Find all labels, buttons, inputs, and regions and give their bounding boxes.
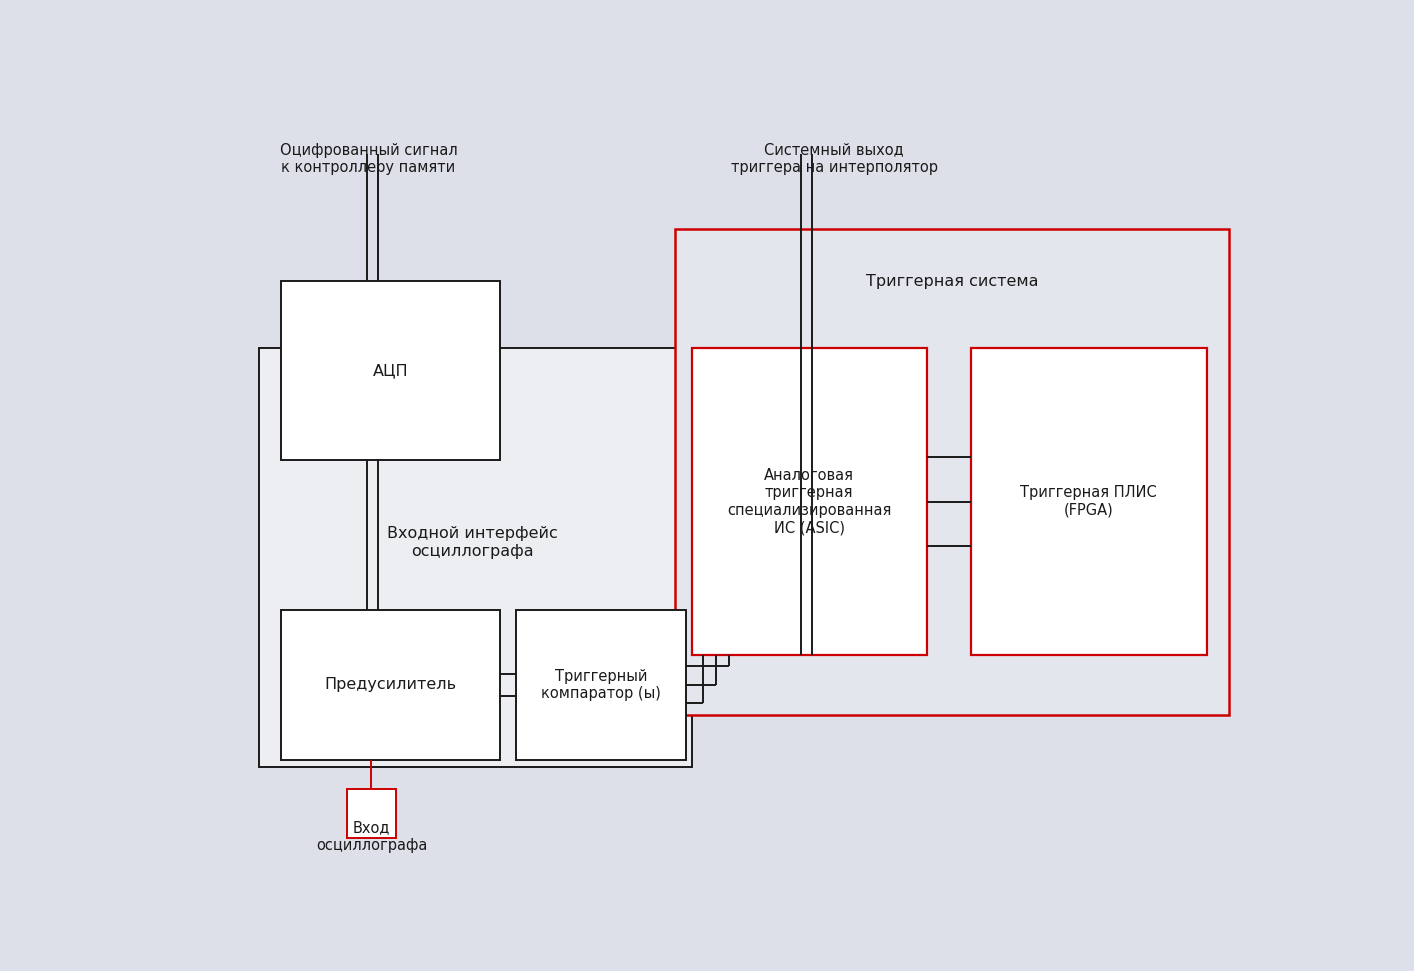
Bar xyxy=(691,349,928,654)
Text: Системный выход
триггера на интерполятор: Системный выход триггера на интерполятор xyxy=(731,143,937,175)
Bar xyxy=(516,610,686,759)
Text: Аналоговая
триггерная
специализированная
ИС (ASIC): Аналоговая триггерная специализированная… xyxy=(727,468,891,535)
Bar xyxy=(676,228,1229,715)
Text: АЦП: АЦП xyxy=(373,363,409,379)
Bar xyxy=(971,349,1208,654)
Bar xyxy=(346,789,396,838)
Bar xyxy=(259,349,691,767)
Bar xyxy=(281,610,501,759)
Text: Триггерный
компаратор (ы): Триггерный компаратор (ы) xyxy=(542,669,660,701)
Bar xyxy=(281,281,501,460)
Text: Предусилитель: Предусилитель xyxy=(324,677,457,692)
Text: Входной интерфейс
осциллографа: Входной интерфейс осциллографа xyxy=(387,526,559,559)
Text: Оцифрованный сигнал
к контроллеру памяти: Оцифрованный сигнал к контроллеру памяти xyxy=(280,143,457,175)
Text: Триггерная ПЛИС
(FPGA): Триггерная ПЛИС (FPGA) xyxy=(1019,486,1157,518)
Text: Вход
осциллографа: Вход осциллографа xyxy=(317,820,427,853)
Text: Триггерная система: Триггерная система xyxy=(867,274,1039,288)
